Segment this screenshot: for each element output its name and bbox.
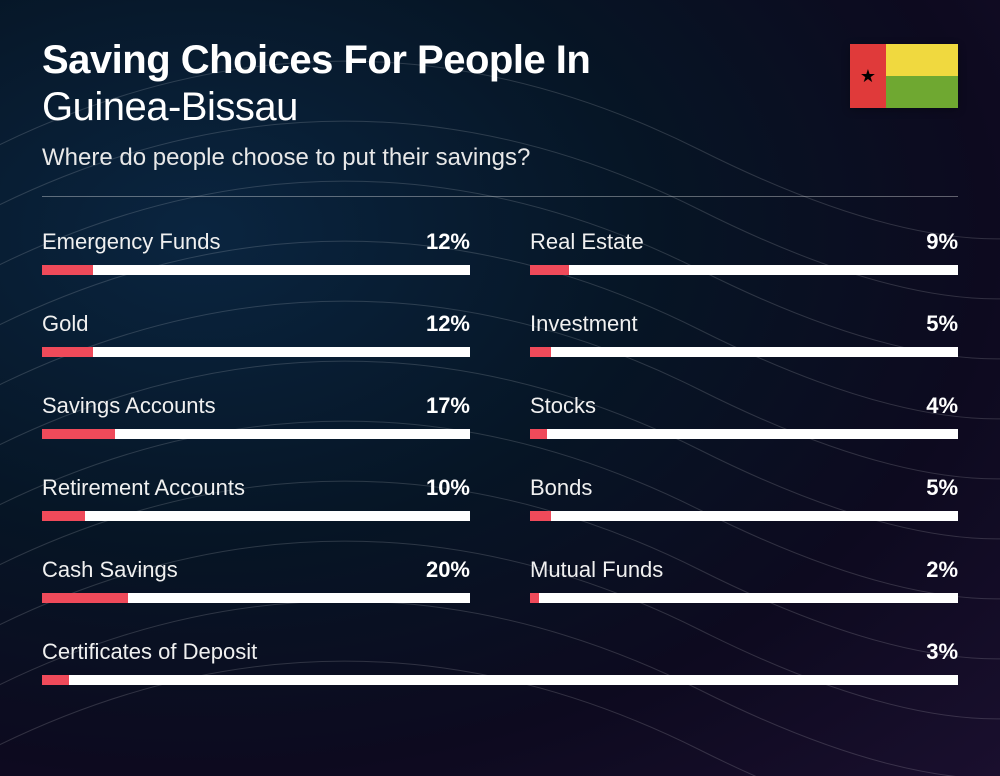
bar-track (530, 429, 958, 439)
bar-value: 17% (426, 393, 470, 419)
bar-item: Savings Accounts 17% (42, 393, 470, 439)
bar-label: Cash Savings (42, 557, 178, 583)
bar-fill (42, 429, 115, 439)
bar-track (530, 265, 958, 275)
bar-item-head: Savings Accounts 17% (42, 393, 470, 419)
bar-track (42, 511, 470, 521)
bar-item-head: Retirement Accounts 10% (42, 475, 470, 501)
flag-green-stripe (886, 76, 958, 108)
flag-yellow-stripe (886, 44, 958, 76)
bar-item: Emergency Funds 12% (42, 229, 470, 275)
header-divider (42, 196, 958, 197)
bar-fill (530, 511, 551, 521)
bar-track (530, 593, 958, 603)
bar-item: Gold 12% (42, 311, 470, 357)
page-subtitle: Where do people choose to put their savi… (42, 144, 850, 172)
bar-value: 5% (926, 311, 958, 337)
bar-value: 12% (426, 311, 470, 337)
saving-choices-grid: Emergency Funds 12% Real Estate 9% Gold 12% In… (42, 229, 958, 685)
bar-fill (530, 593, 539, 603)
bar-item-head: Mutual Funds 2% (530, 557, 958, 583)
bar-track (530, 511, 958, 521)
bar-fill (42, 347, 93, 357)
bar-label: Real Estate (530, 229, 644, 255)
bar-track (42, 429, 470, 439)
bar-item: Investment 5% (530, 311, 958, 357)
bar-item: Certificates of Deposit 3% (42, 639, 958, 685)
bar-item-head: Real Estate 9% (530, 229, 958, 255)
bar-item: Stocks 4% (530, 393, 958, 439)
bar-item-head: Bonds 5% (530, 475, 958, 501)
bar-value: 4% (926, 393, 958, 419)
bar-label: Investment (530, 311, 638, 337)
bar-label: Stocks (530, 393, 596, 419)
bar-item: Real Estate 9% (530, 229, 958, 275)
bar-fill (42, 593, 128, 603)
bar-label: Emergency Funds (42, 229, 221, 255)
bar-item-head: Cash Savings 20% (42, 557, 470, 583)
bar-label: Mutual Funds (530, 557, 663, 583)
bar-fill (530, 347, 551, 357)
bar-fill (42, 265, 93, 275)
bar-value: 10% (426, 475, 470, 501)
bar-fill (530, 265, 569, 275)
bar-track (42, 347, 470, 357)
bar-item: Cash Savings 20% (42, 557, 470, 603)
bar-value: 3% (926, 639, 958, 665)
bar-value: 2% (926, 557, 958, 583)
bar-track (42, 265, 470, 275)
page-title-line1: Saving Choices For People In (42, 38, 850, 82)
bar-value: 9% (926, 229, 958, 255)
bar-label: Certificates of Deposit (42, 639, 257, 665)
bar-track (42, 593, 470, 603)
page-title-line2: Guinea-Bissau (42, 84, 850, 130)
bar-fill (42, 511, 85, 521)
bar-value: 5% (926, 475, 958, 501)
bar-fill (530, 429, 547, 439)
bar-item-head: Gold 12% (42, 311, 470, 337)
flag-star-icon: ★ (860, 67, 876, 85)
flag-guinea-bissau: ★ (850, 44, 958, 108)
header: Saving Choices For People In Guinea-Biss… (42, 38, 958, 172)
bar-label: Gold (42, 311, 88, 337)
bar-item: Bonds 5% (530, 475, 958, 521)
bar-item: Mutual Funds 2% (530, 557, 958, 603)
bar-fill (42, 675, 69, 685)
bar-label: Bonds (530, 475, 592, 501)
bar-track (530, 347, 958, 357)
bar-item-head: Certificates of Deposit 3% (42, 639, 958, 665)
bar-item: Retirement Accounts 10% (42, 475, 470, 521)
bar-value: 12% (426, 229, 470, 255)
bar-item-head: Investment 5% (530, 311, 958, 337)
bar-label: Retirement Accounts (42, 475, 245, 501)
bar-item-head: Stocks 4% (530, 393, 958, 419)
bar-item-head: Emergency Funds 12% (42, 229, 470, 255)
bar-track (42, 675, 958, 685)
bar-label: Savings Accounts (42, 393, 216, 419)
bar-value: 20% (426, 557, 470, 583)
flag-red-stripe: ★ (850, 44, 886, 108)
